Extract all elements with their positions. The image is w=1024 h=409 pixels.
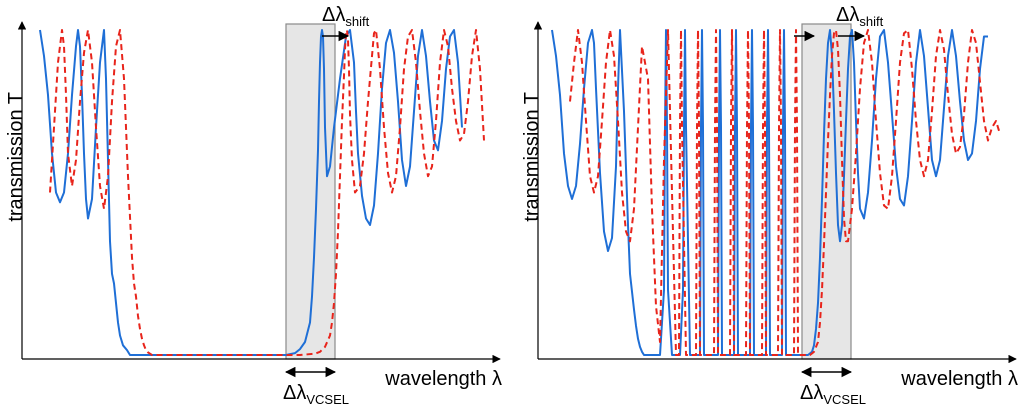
right-vcsel-label: ΔλVCSEL bbox=[800, 382, 866, 407]
left-dashed-series-line bbox=[49, 29, 485, 356]
left-y-axis-title: transmission T bbox=[5, 92, 27, 222]
left-series-group bbox=[39, 29, 485, 356]
right-panel: transmission T wavelength λ Δλshift ΔλVC… bbox=[521, 4, 1018, 407]
left-vcsel-label: ΔλVCSEL bbox=[283, 382, 349, 407]
right-y-axis-title: transmission T bbox=[521, 92, 543, 222]
right-x-axis-title: wavelength λ bbox=[900, 368, 1018, 390]
right-solid-series-line bbox=[551, 29, 988, 356]
right-dashed-series-line bbox=[569, 29, 1001, 356]
left-shift-label: Δλshift bbox=[322, 4, 370, 29]
right-shift-label: Δλshift bbox=[836, 4, 884, 29]
left-solid-series-line bbox=[39, 29, 463, 356]
left-panel: transmission T wavelength λ Δλshift ΔλVC… bbox=[5, 4, 502, 407]
left-x-axis-title: wavelength λ bbox=[384, 368, 502, 390]
right-series-group bbox=[551, 29, 1001, 356]
